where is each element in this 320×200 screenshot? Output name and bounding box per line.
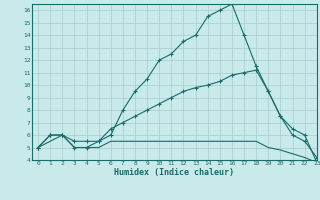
X-axis label: Humidex (Indice chaleur): Humidex (Indice chaleur) <box>115 168 234 177</box>
